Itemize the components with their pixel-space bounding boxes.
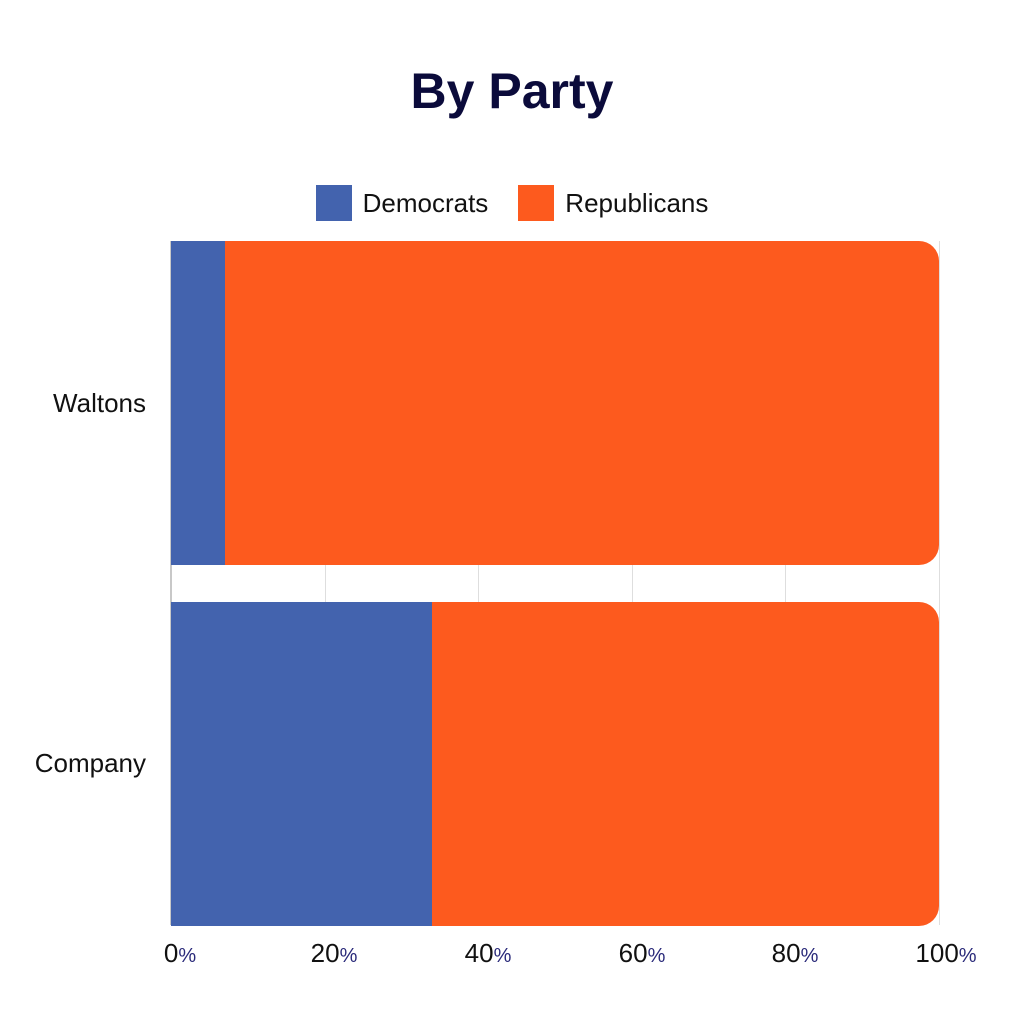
- x-tick-100: 100%: [915, 938, 977, 968]
- bar-segment-democrats[interactable]: [171, 602, 433, 926]
- gridline-100: [939, 241, 940, 925]
- republicans-swatch-icon: [518, 185, 555, 221]
- legend: Democrats Republicans: [0, 185, 1024, 221]
- legend-item-republicans[interactable]: Republicans: [518, 185, 708, 221]
- x-tick-20: 20%: [310, 938, 358, 968]
- gridline-20: [324, 241, 326, 925]
- x-tick-60: 60%: [618, 938, 666, 968]
- gridline-80: [785, 241, 787, 925]
- plot-area: [170, 241, 940, 926]
- bar-segment-democrats[interactable]: [171, 241, 225, 565]
- x-tick-0: 0%: [163, 938, 197, 968]
- bar-segment-republicans[interactable]: [224, 241, 939, 565]
- legend-item-democrats[interactable]: Democrats: [315, 185, 489, 221]
- category-label-company: Company: [34, 748, 146, 778]
- legend-label: Democrats: [362, 187, 489, 218]
- bar-waltons: [171, 241, 939, 565]
- democrats-swatch-icon: [315, 185, 352, 221]
- chart-title: By Party: [410, 63, 614, 119]
- gridline-60: [631, 241, 633, 925]
- gridline-40: [478, 241, 480, 925]
- x-tick-40: 40%: [464, 938, 512, 968]
- x-tick-80: 80%: [771, 938, 819, 968]
- bar-company: [171, 602, 939, 926]
- legend-label: Republicans: [565, 187, 709, 218]
- bar-segment-republicans[interactable]: [432, 602, 939, 926]
- y-axis-line: [170, 241, 172, 925]
- category-label-waltons: Waltons: [53, 388, 146, 418]
